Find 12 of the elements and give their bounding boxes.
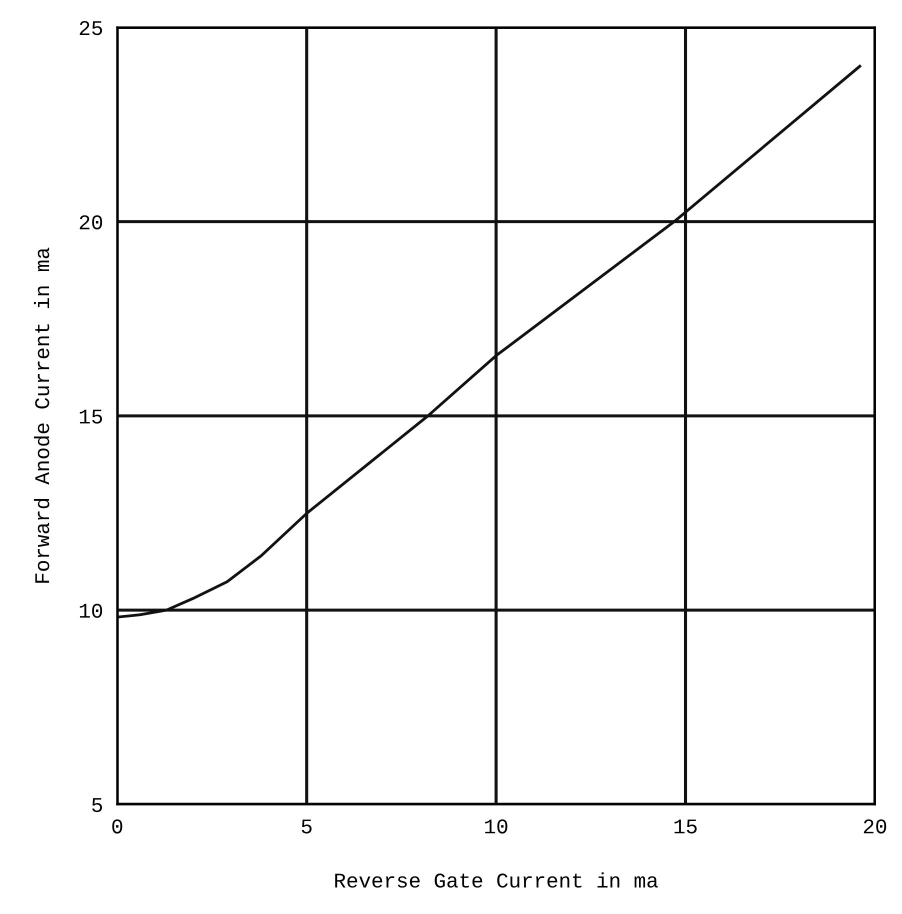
y-tick-label: 5 [92, 798, 102, 812]
x-tick-label: 0 [112, 819, 122, 834]
x-tick-label: 5 [302, 820, 312, 834]
y-tick-label: 25 [80, 21, 102, 36]
y-tick-label: 20 [80, 215, 102, 230]
y-tick-label: 15 [80, 410, 102, 424]
x-tick-label: 10 [485, 819, 508, 834]
x-tick-label: 15 [674, 820, 697, 834]
y-tick-label: 10 [80, 604, 102, 618]
x-axis-title: Reverse Gate Current in ma [335, 872, 658, 888]
y-axis-title: Forward Anode Current in ma [34, 248, 50, 583]
x-tick-label: 20 [864, 819, 886, 834]
